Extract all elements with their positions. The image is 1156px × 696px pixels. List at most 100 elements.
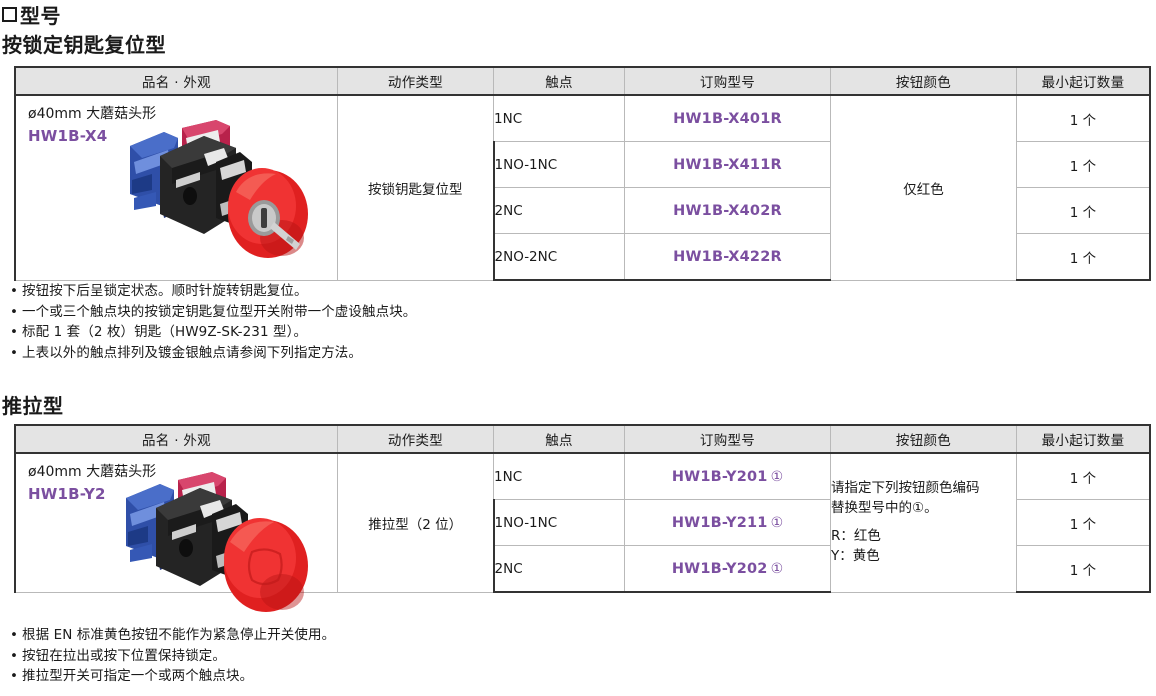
table-row: ø40mm 大蘑菇头形 HW1B-X4 [14, 94, 1151, 281]
color-code-placeholder-marker: ① [770, 514, 784, 531]
note-item: • 按钮按下后呈锁定状态。顺时针旋转钥匙复位。 [10, 281, 416, 302]
color-code-placeholder-marker: ① [770, 560, 784, 577]
table-row: 2NC HW1B-Y202 ① 1 个 [15, 545, 1151, 593]
order-code-text: HW1B-X422R [673, 248, 782, 265]
note-item: • 按钮在拉出或按下位置保持锁定。 [10, 646, 335, 667]
note-item: • 上表以外的触点排列及镀金银触点请参阅下列指定方法。 [10, 343, 416, 364]
contact-cell: 1NC [493, 94, 625, 142]
color-note-line2: 替换型号中的①。 [831, 499, 938, 516]
order-code-text: HW1B-X401R [673, 110, 782, 127]
min-order-qty-cell: 1 个 [1016, 499, 1151, 546]
notes-key-reset: • 按钮按下后呈锁定状态。顺时针旋转钥匙复位。 • 一个或三个触点块的按锁定钥匙复位… [10, 281, 416, 363]
note-text: 按钮按下后呈锁定状态。顺时针旋转钥匙复位。 [22, 283, 308, 299]
note-item: • 推拉型开关可指定一个或两个触点块。 [10, 666, 335, 687]
contact-cell: 2NC [492, 545, 625, 593]
column-header-action-type: 动作类型 [337, 424, 494, 454]
product-code: HW1B-X4 [28, 127, 108, 145]
contact-cell: 1NO-1NC [492, 141, 625, 188]
order-code-cell: HW1B-Y211 ① [624, 499, 831, 546]
product-size-label: ø40mm 大蘑菇头形 [28, 464, 157, 480]
column-header-action-type: 动作类型 [337, 66, 494, 96]
product-code: HW1B-Y2 [28, 485, 106, 503]
order-code-text: HW1B-Y202 [671, 560, 768, 577]
color-note-line4: Y：黄色 [831, 547, 880, 564]
page-title-text: 型号 [20, 4, 61, 28]
table-header-row: 品名 · 外观 动作类型 触点 订购型号 按钮颜色 最小起订数量 [14, 66, 1151, 96]
spacer [831, 518, 1016, 527]
color-code-placeholder-marker: ① [770, 468, 784, 485]
contact-cell: 2NO-2NC [492, 233, 625, 281]
spec-table-push-pull: 品名 · 外观 动作类型 触点 订购型号 按钮颜色 最小起订数量 ø40mm 大… [14, 424, 1151, 612]
square-bullet-icon [2, 7, 17, 22]
note-text: 一个或三个触点块的按锁定钥匙复位型开关附带一个虚设触点块。 [22, 303, 417, 320]
column-header-button-color: 按钮颜色 [830, 66, 1017, 96]
mushroom-push-pull-switch-photo [126, 472, 308, 612]
table-row: 2NO-2NC HW1B-X422R 1 个 [15, 233, 1151, 281]
order-code-text: HW1B-Y201 [671, 468, 768, 485]
table-row: 1NO-1NC HW1B-Y211 ① 1 个 [15, 499, 1151, 546]
note-text: 上表以外的触点排列及镀金银触点请参阅下列指定方法。 [22, 344, 362, 361]
bullet-icon: • [10, 627, 19, 643]
column-header-button-color: 按钮颜色 [830, 424, 1017, 454]
section-title-push-pull: 推拉型 [2, 394, 64, 418]
color-note-line3: R：红色 [831, 528, 881, 545]
column-header-contact: 触点 [493, 424, 625, 454]
order-code-cell: HW1B-X401R [624, 94, 831, 142]
order-code-cell: HW1B-X402R [624, 187, 831, 234]
note-text: 按钮在拉出或按下位置保持锁定。 [22, 647, 226, 664]
bullet-icon: • [10, 303, 19, 320]
order-code-text: HW1B-X411R [673, 156, 782, 173]
bullet-icon: • [10, 647, 19, 664]
note-item: • 根据 EN 标准黄色按钮不能作为紧急停止开关使用。 [10, 625, 335, 646]
order-code-text: HW1B-Y211 [671, 514, 768, 531]
product-label: ø40mm 大蘑菇头形 HW1B-Y2 [28, 462, 156, 506]
contact-cell: 1NO-1NC [492, 499, 625, 546]
product-name-cell: ø40mm 大蘑菇头形 HW1B-X4 [14, 94, 338, 281]
mushroom-key-reset-switch-photo [130, 120, 308, 258]
button-color-cell: 仅红色 [830, 94, 1017, 281]
order-code-cell: HW1B-Y201 ① [624, 452, 831, 500]
column-header-product-name: 品名 · 外观 [14, 66, 338, 96]
table-row: 2NC HW1B-X402R 1 个 [15, 187, 1151, 234]
column-header-min-order-qty: 最小起订数量 [1016, 66, 1151, 96]
min-order-qty-cell: 1 个 [1016, 141, 1151, 188]
contact-cell: 2NC [492, 187, 625, 234]
min-order-qty-cell: 1 个 [1016, 545, 1151, 593]
order-code-cell: HW1B-X411R [624, 141, 831, 188]
note-text: 推拉型开关可指定一个或两个触点块。 [22, 668, 254, 684]
bullet-icon: • [10, 668, 19, 684]
bullet-icon: • [10, 344, 19, 361]
product-label: ø40mm 大蘑菇头形 HW1B-X4 [28, 104, 156, 148]
contact-cell: 1NC [493, 452, 625, 500]
order-code-cell: HW1B-X422R [624, 233, 831, 281]
column-header-order-code: 订购型号 [624, 424, 831, 454]
spec-table-key-reset: 品名 · 外观 动作类型 触点 订购型号 按钮颜色 最小起订数量 ø40mm 大… [14, 66, 1151, 281]
min-order-qty-cell: 1 个 [1016, 233, 1151, 281]
column-header-min-order-qty: 最小起订数量 [1016, 424, 1151, 454]
color-note-line1: 请指定下列按钮颜色编码 [831, 480, 980, 497]
bullet-icon: • [10, 324, 19, 340]
notes-push-pull: • 根据 EN 标准黄色按钮不能作为紧急停止开关使用。 • 按钮在拉出或按下位置保持… [10, 625, 335, 687]
product-name-cell: ø40mm 大蘑菇头形 HW1B-Y2 [14, 452, 338, 612]
note-text: 根据 EN 标准黄色按钮不能作为紧急停止开关使用。 [22, 627, 336, 643]
table-row: ø40mm 大蘑菇头形 HW1B-Y2 [14, 452, 1151, 612]
column-header-order-code: 订购型号 [624, 66, 831, 96]
note-item: • 标配 1 套（2 枚）钥匙（HW9Z-SK-231 型）。 [10, 322, 416, 343]
action-type-cell: 推拉型（2 位） [337, 452, 494, 593]
column-header-product-name: 品名 · 外观 [14, 424, 338, 454]
bullet-icon: • [10, 283, 19, 299]
note-text: 标配 1 套（2 枚）钥匙（HW9Z-SK-231 型）。 [22, 324, 308, 340]
order-code-text: HW1B-X402R [673, 202, 782, 219]
min-order-qty-cell: 1 个 [1016, 187, 1151, 234]
order-code-cell: HW1B-Y202 ① [624, 545, 831, 593]
note-item: • 一个或三个触点块的按锁定钥匙复位型开关附带一个虚设触点块。 [10, 302, 416, 323]
min-order-qty-cell: 1 个 [1016, 94, 1151, 142]
action-type-cell: 按锁钥匙复位型 [337, 94, 494, 281]
page-title: 型号 [2, 0, 61, 29]
button-color-cell: 请指定下列按钮颜色编码 替换型号中的①。 R：红色 Y：黄色 [830, 452, 1017, 593]
product-size-label: ø40mm 大蘑菇头形 [28, 106, 157, 122]
min-order-qty-cell: 1 个 [1016, 452, 1151, 500]
column-header-contact: 触点 [493, 66, 625, 96]
section-title-key-reset: 按锁定钥匙复位型 [2, 33, 166, 57]
